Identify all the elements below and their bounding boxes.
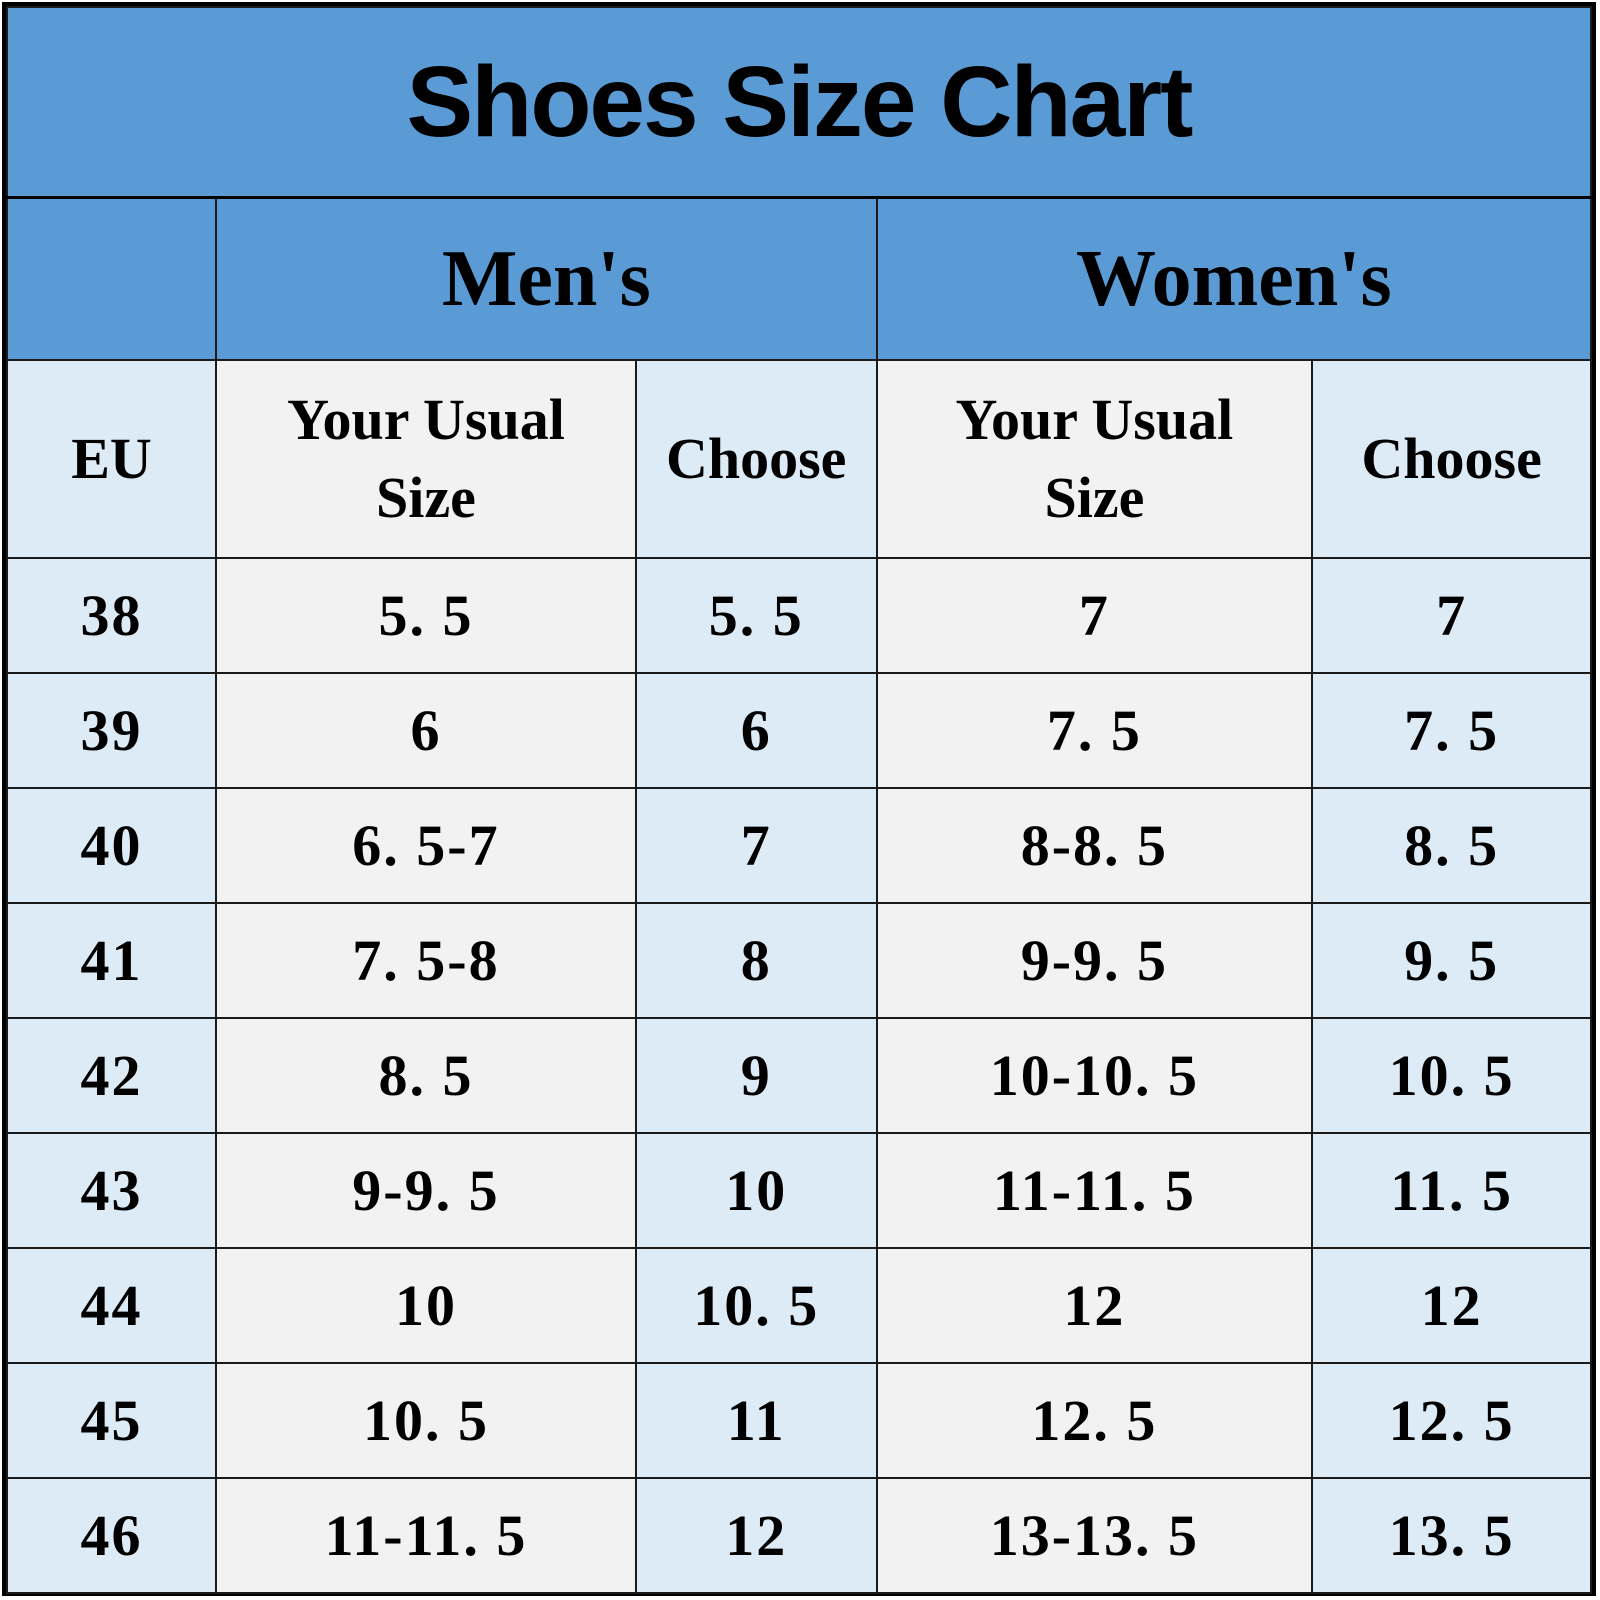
cell-eu: 42 bbox=[5, 1017, 218, 1134]
table-row: 44 10 10. 5 12 12 bbox=[5, 1247, 1592, 1364]
table-row: 39 6 6 7. 5 7. 5 bbox=[5, 672, 1592, 789]
column-header-men-usual: Your Usual Size bbox=[215, 359, 637, 559]
cell-men-choose: 7 bbox=[634, 787, 878, 904]
cell-women-choose: 9. 5 bbox=[1311, 902, 1592, 1019]
cell-men-usual: 7. 5-8 bbox=[215, 902, 637, 1019]
column-header-women-usual: Your Usual Size bbox=[875, 359, 1314, 559]
cell-eu: 40 bbox=[5, 787, 218, 904]
cell-men-usual: 10. 5 bbox=[215, 1362, 637, 1479]
cell-women-usual: 9-9. 5 bbox=[875, 902, 1314, 1019]
cell-women-choose: 10. 5 bbox=[1311, 1017, 1592, 1134]
header-line: Your Usual bbox=[955, 387, 1234, 452]
cell-men-usual: 10 bbox=[215, 1247, 637, 1364]
column-header-men-choose: Choose bbox=[634, 359, 878, 559]
cell-men-choose: 6 bbox=[634, 672, 878, 789]
cell-women-usual: 7 bbox=[875, 557, 1314, 674]
cell-men-usual: 9-9. 5 bbox=[215, 1132, 637, 1249]
cell-women-usual: 13-13. 5 bbox=[875, 1477, 1314, 1594]
cell-eu: 45 bbox=[5, 1362, 218, 1479]
size-table: Shoes Size Chart Men's Women's EU Your U… bbox=[5, 6, 1593, 1594]
group-header-women: Women's bbox=[875, 196, 1593, 361]
cell-women-choose: 11. 5 bbox=[1311, 1132, 1592, 1249]
cell-women-usual: 12. 5 bbox=[875, 1362, 1314, 1479]
cell-women-choose: 12. 5 bbox=[1311, 1362, 1592, 1479]
cell-eu: 38 bbox=[5, 557, 218, 674]
table-row: 46 11-11. 5 12 13-13. 5 13. 5 bbox=[5, 1477, 1592, 1594]
cell-eu: 41 bbox=[5, 902, 218, 1019]
cell-men-choose: 5. 5 bbox=[634, 557, 878, 674]
cell-men-choose: 8 bbox=[634, 902, 878, 1019]
table-row: 41 7. 5-8 8 9-9. 5 9. 5 bbox=[5, 902, 1592, 1019]
header-line: Size bbox=[1044, 465, 1145, 530]
cell-men-choose: 10 bbox=[634, 1132, 878, 1249]
column-header-women-choose: Choose bbox=[1311, 359, 1592, 559]
cell-women-usual: 11-11. 5 bbox=[875, 1132, 1314, 1249]
cell-eu: 46 bbox=[5, 1477, 218, 1594]
cell-women-choose: 7 bbox=[1311, 557, 1592, 674]
header-line: Size bbox=[376, 465, 476, 530]
cell-women-usual: 10-10. 5 bbox=[875, 1017, 1314, 1134]
cell-women-usual: 8-8. 5 bbox=[875, 787, 1314, 904]
cell-men-usual: 6 bbox=[215, 672, 637, 789]
chart-title: Shoes Size Chart bbox=[6, 6, 1592, 199]
table-row: 43 9-9. 5 10 11-11. 5 11. 5 bbox=[5, 1132, 1592, 1249]
cell-men-usual: 6. 5-7 bbox=[215, 787, 637, 904]
group-header-men: Men's bbox=[215, 196, 878, 361]
cell-women-usual: 7. 5 bbox=[875, 672, 1314, 789]
cell-men-usual: 5. 5 bbox=[215, 557, 637, 674]
table-row: 40 6. 5-7 7 8-8. 5 8. 5 bbox=[5, 787, 1592, 904]
header-line: Your Usual bbox=[287, 387, 565, 452]
cell-eu: 43 bbox=[5, 1132, 218, 1249]
cell-men-choose: 9 bbox=[634, 1017, 878, 1134]
column-header-eu: EU bbox=[5, 359, 218, 559]
cell-men-choose: 10. 5 bbox=[634, 1247, 878, 1364]
table-row: 45 10. 5 11 12. 5 12. 5 bbox=[5, 1362, 1592, 1479]
cell-men-choose: 12 bbox=[634, 1477, 878, 1594]
cell-eu: 39 bbox=[5, 672, 218, 789]
cell-women-choose: 12 bbox=[1311, 1247, 1592, 1364]
cell-men-usual: 11-11. 5 bbox=[215, 1477, 637, 1594]
cell-women-choose: 8. 5 bbox=[1311, 787, 1592, 904]
cell-women-choose: 7. 5 bbox=[1311, 672, 1592, 789]
corner-cell bbox=[5, 196, 218, 361]
cell-men-usual: 8. 5 bbox=[215, 1017, 637, 1134]
cell-eu: 44 bbox=[5, 1247, 218, 1364]
cell-women-choose: 13. 5 bbox=[1311, 1477, 1592, 1594]
cell-men-choose: 11 bbox=[634, 1362, 878, 1479]
cell-women-usual: 12 bbox=[875, 1247, 1314, 1364]
table-row: 42 8. 5 9 10-10. 5 10. 5 bbox=[5, 1017, 1592, 1134]
